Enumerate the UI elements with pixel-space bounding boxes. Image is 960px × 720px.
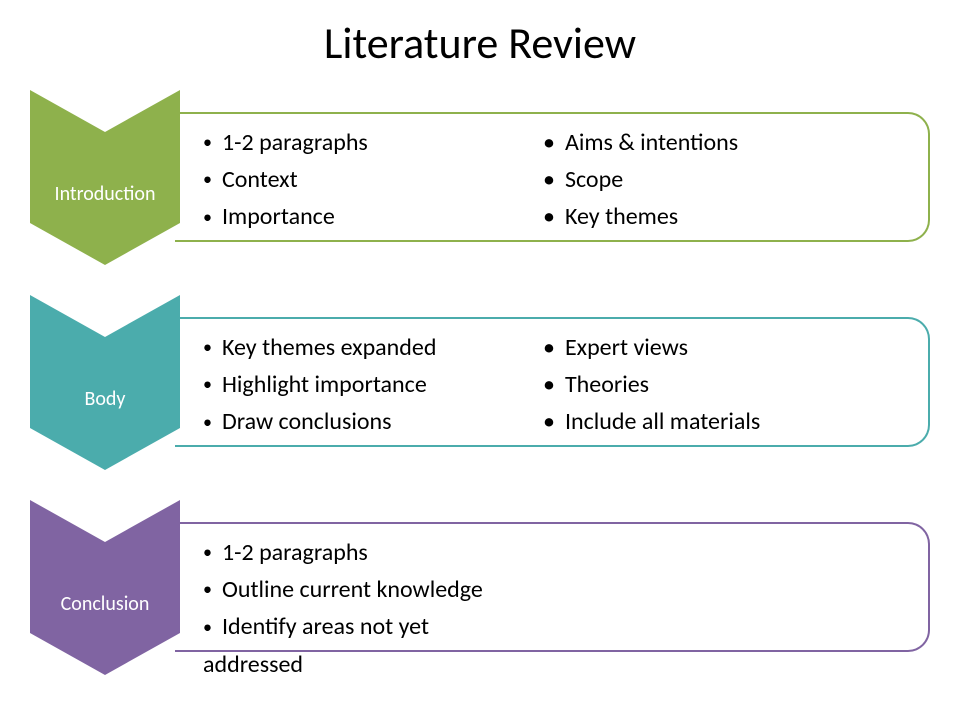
section-introduction: 1-2 paragraphsContextImportanceAims & in…	[30, 90, 930, 265]
content-box-body: Key themes expandedHighlight importanceD…	[175, 317, 930, 447]
content-box-introduction: 1-2 paragraphsContextImportanceAims & in…	[175, 112, 930, 242]
bullet-item: Expert views	[543, 329, 918, 366]
chevron-label-conclusion: Conclusion	[30, 592, 180, 616]
chevron-conclusion: Conclusion	[30, 500, 180, 675]
bullet-item: Aims & intentions	[543, 124, 918, 161]
bullet-item: Importance	[203, 198, 505, 235]
bullets-left-body: Key themes expandedHighlight importanceD…	[175, 319, 515, 445]
bullet-item: Key themes	[543, 198, 918, 235]
bullets-right-introduction: Aims & intentionsScopeKey themes	[515, 114, 928, 240]
bullet-item: Include all materials	[543, 403, 918, 440]
bullet-item: Context	[203, 161, 505, 198]
chevron-introduction: Introduction	[30, 90, 180, 265]
chevron-body: Body	[30, 295, 180, 470]
bullets-left-introduction: 1-2 paragraphsContextImportance	[175, 114, 515, 240]
bullet-item: Draw conclusions	[203, 403, 505, 440]
section-body: Key themes expandedHighlight importanceD…	[30, 295, 930, 470]
bullet-item: Highlight importance	[203, 366, 505, 403]
bullet-item: Scope	[543, 161, 918, 198]
section-conclusion: 1-2 paragraphsOutline current knowledgeI…	[30, 500, 930, 675]
bullet-item: Theories	[543, 366, 918, 403]
chevron-label-body: Body	[30, 387, 180, 411]
bullet-item: 1-2 paragraphs	[203, 534, 505, 571]
chevron-down-icon	[30, 90, 180, 265]
literature-review-diagram: Literature Review 1-2 paragraphsContextI…	[0, 0, 960, 720]
content-box-conclusion: 1-2 paragraphsOutline current knowledgeI…	[175, 522, 930, 652]
chevron-down-icon	[30, 500, 180, 675]
page-title: Literature Review	[0, 16, 960, 70]
bullets-left-conclusion: 1-2 paragraphsOutline current knowledgeI…	[175, 524, 515, 650]
bullet-item: Key themes expanded	[203, 329, 505, 366]
chevron-down-icon	[30, 295, 180, 470]
bullet-item: 1-2 paragraphs	[203, 124, 505, 161]
bullet-item: Identify areas not yet addressed	[203, 608, 505, 682]
bullets-right-body: Expert viewsTheoriesInclude all material…	[515, 319, 928, 445]
bullet-item: Outline current knowledge	[203, 571, 505, 608]
chevron-label-introduction: Introduction	[30, 182, 180, 206]
